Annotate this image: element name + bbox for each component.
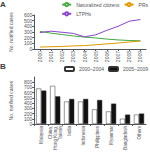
- svg-text:600: 600: [24, 90, 33, 96]
- svg-text:A: A: [0, 0, 6, 9]
- svg-text:Malaysia: Malaysia: [39, 126, 44, 144]
- svg-text:2004: 2004: [82, 51, 88, 62]
- svg-text:100: 100: [24, 40, 33, 46]
- svg-text:2008: 2008: [126, 51, 132, 62]
- svg-text:500: 500: [24, 95, 33, 101]
- svg-text:Indonesia: Indonesia: [81, 126, 86, 146]
- svg-text:LTPHs: LTPHs: [76, 11, 91, 17]
- svg-text:Hong Kong,: Hong Kong,: [52, 126, 58, 150]
- svg-text:700: 700: [24, 84, 33, 90]
- svg-text:B: B: [0, 62, 6, 71]
- svg-text:300: 300: [24, 105, 33, 111]
- svg-text:0: 0: [29, 46, 32, 52]
- svg-text:2009: 2009: [137, 51, 143, 62]
- svg-text:2006: 2006: [104, 51, 110, 62]
- svg-text:2000–2004: 2000–2004: [79, 66, 104, 72]
- svg-text:2001: 2001: [48, 51, 54, 62]
- svg-text:2005: 2005: [93, 51, 99, 62]
- svg-text:Myanmar: Myanmar: [109, 126, 114, 145]
- svg-text:Philippines: Philippines: [95, 125, 100, 148]
- svg-text:Taiwan: Taiwan: [58, 126, 63, 141]
- svg-text:Others: Others: [137, 125, 142, 139]
- svg-text:100: 100: [24, 116, 33, 122]
- svg-text:Naturalized citizens: Naturalized citizens: [76, 2, 120, 8]
- svg-text:No. notified cases: No. notified cases: [8, 80, 14, 120]
- svg-text:2007: 2007: [115, 51, 121, 62]
- svg-text:300: 300: [24, 29, 33, 35]
- svg-text:500: 500: [24, 18, 33, 24]
- svg-text:0: 0: [29, 121, 32, 127]
- svg-text:200: 200: [24, 111, 33, 117]
- svg-text:China,: China,: [47, 126, 53, 139]
- svg-text:800: 800: [24, 79, 33, 85]
- svg-text:600: 600: [24, 12, 33, 18]
- svg-text:2002: 2002: [59, 51, 65, 62]
- svg-text:2005–2009: 2005–2009: [123, 66, 148, 72]
- svg-text:400: 400: [24, 23, 33, 29]
- svg-text:India: India: [67, 126, 72, 136]
- svg-text:PRs: PRs: [139, 2, 149, 8]
- svg-text:200: 200: [24, 35, 33, 41]
- svg-text:Bangladesh: Bangladesh: [123, 126, 128, 150]
- svg-text:400: 400: [24, 100, 33, 106]
- svg-text:2000: 2000: [37, 51, 43, 62]
- svg-text:No. notified cases: No. notified cases: [8, 12, 14, 52]
- svg-text:2003: 2003: [70, 51, 76, 62]
